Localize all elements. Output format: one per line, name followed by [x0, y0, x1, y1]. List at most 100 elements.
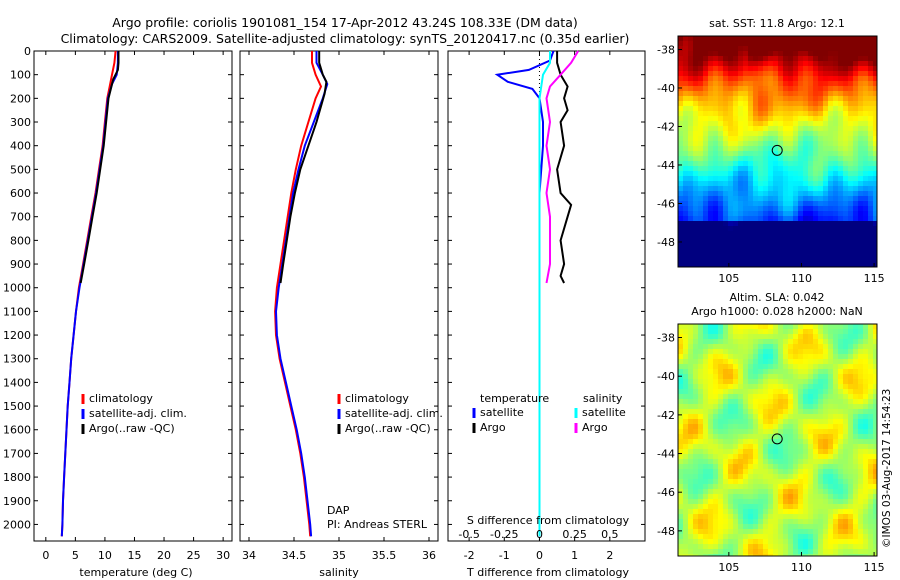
- temperature-xlabel: temperature (deg C): [79, 566, 192, 579]
- series-line: [494, 50, 555, 537]
- y-tick-label: 1800: [3, 471, 31, 484]
- x-tick-label: 5: [72, 549, 79, 562]
- x-tick-label: 34.5: [282, 549, 307, 562]
- figure-title-line2: Climatology: CARS2009. Satellite-adjuste…: [61, 31, 630, 46]
- y-tick-label: 800: [10, 234, 31, 247]
- legend-entry: Argo(..raw -QC): [89, 422, 175, 435]
- y-tick-label: 2000: [3, 518, 31, 531]
- y-tick-label: 1700: [3, 447, 31, 460]
- pi-label: PI: Andreas STERL: [327, 518, 428, 531]
- y-tick-label: 1600: [3, 424, 31, 437]
- map-y-tick-label: -48: [657, 525, 675, 538]
- y-tick-label: 200: [10, 92, 31, 105]
- sla-heatmap: [678, 324, 877, 556]
- map-y-tick-label: -38: [657, 332, 675, 345]
- map-y-tick-label: -46: [657, 486, 675, 499]
- series-line: [279, 51, 328, 284]
- y-tick-label: 400: [10, 140, 31, 153]
- sst-map-panel: sat. SST: 11.8 Argo: 12.1 105 110 115 -38 -4…: [657, 17, 885, 285]
- x-tick-label: 25: [187, 549, 201, 562]
- y-tick-label: 1300: [3, 353, 31, 366]
- map-x-tick-label: 110: [791, 272, 812, 285]
- salinity-xlabel: salinity: [319, 566, 359, 579]
- x-tick-label: 10: [98, 549, 112, 562]
- y-tick-label: 300: [10, 116, 31, 129]
- y-tick-label: 1500: [3, 400, 31, 413]
- series-line: [60, 51, 119, 537]
- map-y-tick-label: -40: [657, 370, 675, 383]
- y-tick-label: 100: [10, 69, 31, 82]
- map-x-tick-label: 110: [791, 561, 812, 574]
- x-tick-label: 1: [571, 549, 578, 562]
- x-tick-label: 15: [127, 549, 141, 562]
- y-tick-label: 1900: [3, 495, 31, 508]
- x-tick-label: 35: [332, 549, 346, 562]
- map-y-tick-label: -38: [657, 43, 675, 56]
- salinity-panel: 34 34.5 35 35.5 36 climatology satellite-adj. …: [239, 50, 443, 562]
- legend-entry: climatology: [345, 392, 409, 405]
- map-x-tick-label: 115: [864, 272, 885, 285]
- argo-location-marker: [771, 433, 783, 445]
- x-tick-label: 0: [536, 549, 543, 562]
- s-diff-tick-label: 0.25: [562, 528, 587, 541]
- y-tick-label: 1400: [3, 376, 31, 389]
- credit-label: ©IMOS 03-Aug-2017 14:54:23: [881, 389, 893, 548]
- sst-heatmap: [678, 36, 877, 267]
- x-tick-label: 36: [422, 549, 436, 562]
- map-y-tick-label: -42: [657, 409, 675, 422]
- s-diff-tick-label: 0: [536, 528, 543, 541]
- map-y-tick-label: -44: [657, 159, 675, 172]
- legend-entry: Argo(..raw -QC): [345, 422, 431, 435]
- s-diff-tick-label: -0.25: [490, 528, 518, 541]
- sla-map-title-line1: Altim. SLA: 0.042: [729, 291, 824, 304]
- x-tick-label: 35.5: [372, 549, 397, 562]
- map-x-tick-label: 115: [864, 561, 885, 574]
- temperature-panel: 0100200300400500600700800900100011001200…: [3, 45, 233, 562]
- map-x-tick-label: 105: [718, 561, 739, 574]
- series-line: [556, 51, 573, 284]
- map-y-tick-label: -42: [657, 120, 675, 133]
- legend-entry: satellite-adj. clim.: [89, 407, 187, 420]
- map-y-tick-label: -44: [657, 448, 675, 461]
- sla-map-panel: Altim. SLA: 0.042 Argo h1000: 0.028 h200…: [657, 291, 885, 574]
- x-tick-label: 20: [157, 549, 171, 562]
- series-line: [60, 50, 117, 537]
- map-y-tick-label: -46: [657, 197, 675, 210]
- difference-panel: -2 -1 0 1 2 -0.5 -0.25 0 0.25 0.5 temperature salin…: [447, 50, 646, 562]
- map-x-tick-label: 105: [718, 272, 739, 285]
- plot-frame: [447, 50, 646, 542]
- x-tick-label: 34: [242, 549, 256, 562]
- dap-label: DAP: [327, 504, 350, 517]
- map-y-tick-label: -40: [657, 82, 675, 95]
- difference-xlabel: T difference from climatology: [466, 566, 629, 579]
- legend-header: temperature: [480, 392, 549, 405]
- legend-entry: Argo: [480, 421, 506, 434]
- series-line: [545, 50, 580, 284]
- x-tick-label: 2: [606, 549, 613, 562]
- y-tick-label: 900: [10, 258, 31, 271]
- y-tick-label: 1200: [3, 329, 31, 342]
- s-diff-tick-label: 0.5: [601, 528, 619, 541]
- argo-location-marker: [771, 144, 783, 156]
- legend-header: salinity: [583, 392, 623, 405]
- legend-entry: satellite: [480, 406, 524, 419]
- y-tick-label: 1100: [3, 305, 31, 318]
- y-tick-label: 1000: [3, 282, 31, 295]
- legend-entry: satellite: [582, 406, 626, 419]
- x-tick-label: 0: [42, 549, 49, 562]
- x-tick-label: -2: [464, 549, 475, 562]
- y-tick-label: 0: [24, 45, 31, 58]
- s-difference-label: S difference from climatology: [467, 514, 630, 527]
- x-tick-label: -1: [499, 549, 510, 562]
- sst-map-title: sat. SST: 11.8 Argo: 12.1: [709, 17, 845, 30]
- y-tick-label: 700: [10, 211, 31, 224]
- legend-entry: Argo: [582, 421, 608, 434]
- x-tick-label: 30: [216, 549, 230, 562]
- plot-frame: [239, 50, 439, 542]
- y-tick-label: 600: [10, 187, 31, 200]
- legend-entry: climatology: [89, 392, 153, 405]
- series-line: [538, 51, 551, 537]
- legend-entry: satellite-adj. clim.: [345, 407, 443, 420]
- map-y-tick-label: -48: [657, 236, 675, 249]
